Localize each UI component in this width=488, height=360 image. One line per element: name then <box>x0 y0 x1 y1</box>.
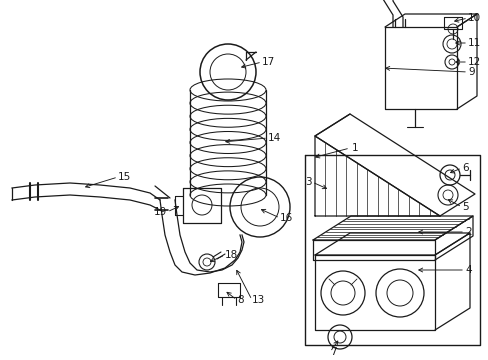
Text: 10: 10 <box>467 13 480 23</box>
Text: 17: 17 <box>262 57 275 67</box>
Text: 3: 3 <box>305 177 311 187</box>
Text: 4: 4 <box>464 265 470 275</box>
Text: 8: 8 <box>237 295 243 305</box>
Text: 6: 6 <box>461 163 468 173</box>
Text: 2: 2 <box>464 227 470 237</box>
Text: 15: 15 <box>118 172 131 182</box>
Text: 14: 14 <box>267 133 281 143</box>
Text: 9: 9 <box>467 67 474 77</box>
Text: 18: 18 <box>224 250 238 260</box>
Text: 7: 7 <box>329 347 336 357</box>
Text: 16: 16 <box>280 213 293 223</box>
Text: 11: 11 <box>467 38 480 48</box>
Text: 13: 13 <box>251 295 264 305</box>
Text: 5: 5 <box>461 202 468 212</box>
Text: 19: 19 <box>153 207 167 217</box>
Text: 1: 1 <box>351 143 358 153</box>
Text: 12: 12 <box>467 57 480 67</box>
